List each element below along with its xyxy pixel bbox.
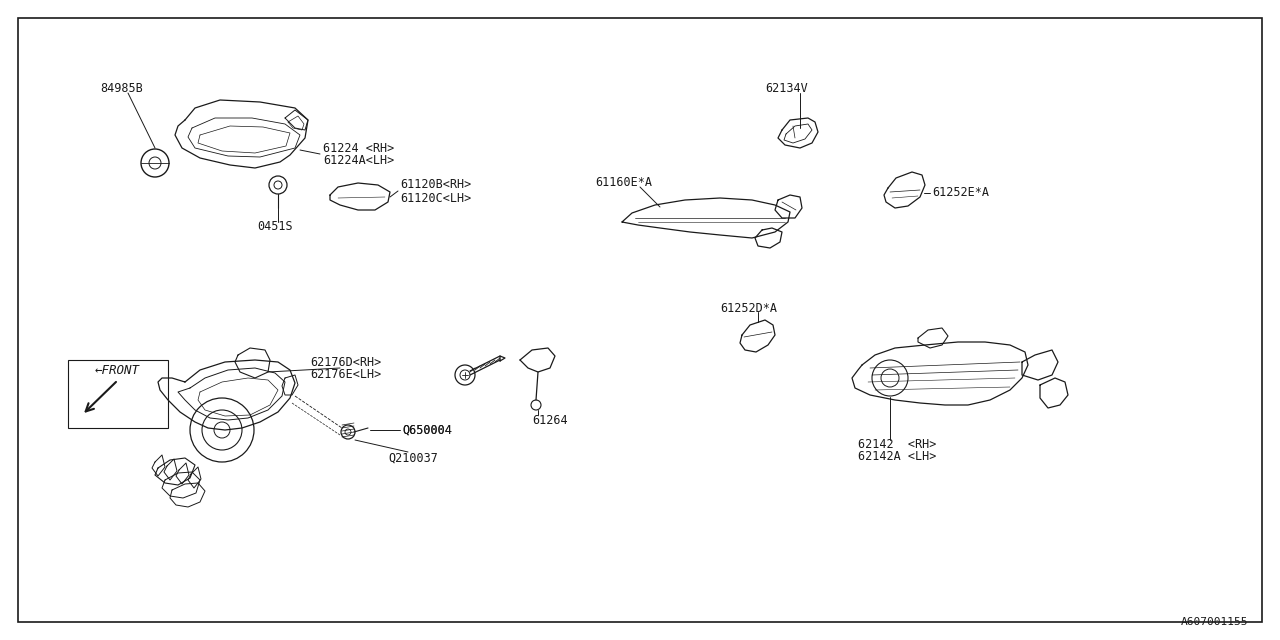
Text: 61120B<RH>: 61120B<RH> <box>399 179 471 191</box>
Text: A607001155: A607001155 <box>1180 617 1248 627</box>
Text: 62176D<RH>: 62176D<RH> <box>310 355 381 369</box>
Text: 61224 <RH>: 61224 <RH> <box>323 141 394 154</box>
Bar <box>68 360 168 428</box>
Text: 62176E<LH>: 62176E<LH> <box>310 369 381 381</box>
Text: 62142A <LH>: 62142A <LH> <box>858 451 937 463</box>
Text: Q650004: Q650004 <box>402 424 452 436</box>
Text: 61160E*A: 61160E*A <box>595 175 652 189</box>
Text: 61252D*A: 61252D*A <box>719 301 777 314</box>
Text: 0451S: 0451S <box>257 221 293 234</box>
Text: 61224A<LH>: 61224A<LH> <box>323 154 394 168</box>
Text: Q650004: Q650004 <box>402 424 452 436</box>
Text: 62134V: 62134V <box>765 81 808 95</box>
Text: ←FRONT: ←FRONT <box>95 364 140 376</box>
Text: 61264: 61264 <box>532 413 567 426</box>
Text: 84985B: 84985B <box>100 81 143 95</box>
Text: 61252E*A: 61252E*A <box>932 186 989 200</box>
Text: 61120C<LH>: 61120C<LH> <box>399 191 471 205</box>
Text: Q210037: Q210037 <box>388 451 438 465</box>
Text: 62142  <RH>: 62142 <RH> <box>858 438 937 451</box>
